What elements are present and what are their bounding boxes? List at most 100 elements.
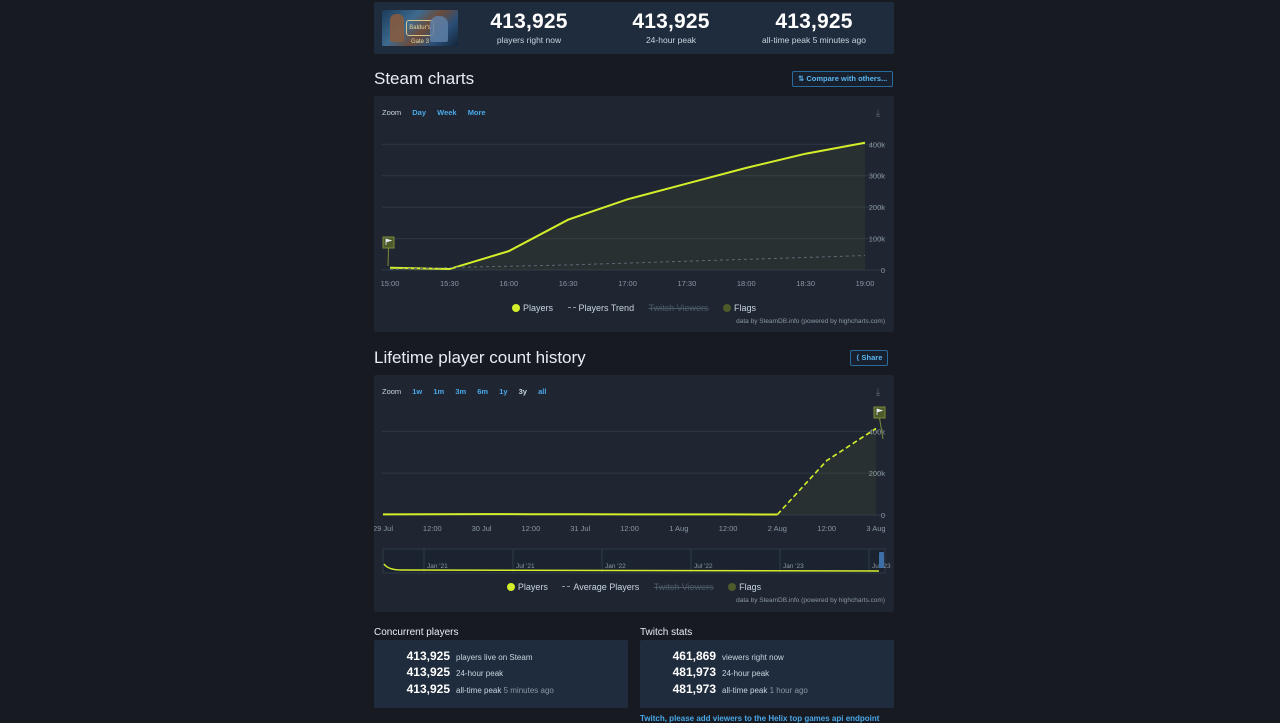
- twitch-value: 461,869: [666, 649, 716, 663]
- stat-players-now: 413,925 players right now: [459, 10, 599, 46]
- legend-players-trend[interactable]: Players Trend: [568, 303, 635, 313]
- twitch-label: viewers right now: [722, 653, 784, 662]
- x-tick-label: 15:00: [381, 279, 400, 288]
- legend-label: Players Trend: [579, 303, 635, 313]
- flag-connector: [388, 248, 389, 266]
- legend-label: Twitch Viewers: [654, 582, 714, 592]
- x-tick-label: 1 Aug: [669, 524, 688, 533]
- x-tick-label: 29 Jul: [374, 524, 393, 533]
- legend-flags[interactable]: Flags: [723, 303, 756, 313]
- lifetime-chart-legend: Players Average Players Twitch Viewers F…: [374, 582, 894, 592]
- legend-flags-swatch: [723, 304, 731, 312]
- y-tick-label: 0: [881, 511, 885, 520]
- x-tick-label: 18:00: [737, 279, 756, 288]
- x-tick-label: 17:00: [618, 279, 637, 288]
- x-tick-label: 12:00: [620, 524, 639, 533]
- concurrent-row: 413,925 all-time peak 5 minutes ago: [400, 682, 554, 698]
- concurrent-label: all-time peak: [456, 686, 501, 695]
- y-tick-label: 100k: [869, 235, 886, 244]
- concurrent-players-title: Concurrent players: [374, 627, 458, 638]
- x-tick-label: 18:30: [796, 279, 815, 288]
- lifetime-title: Lifetime player count history: [374, 348, 586, 368]
- flag-marker: [874, 407, 885, 418]
- thumbnail-figure-left: [390, 14, 404, 42]
- concurrent-label: players live on Steam: [456, 653, 532, 662]
- concurrent-value: 413,925: [400, 682, 450, 696]
- players-area: [383, 428, 876, 515]
- legend-players[interactable]: Players: [507, 582, 548, 592]
- navigator-label: Jul '22: [694, 563, 713, 570]
- chart-credits[interactable]: data by SteamDB.info (powered by highcha…: [736, 597, 885, 604]
- y-tick-label: 400k: [869, 140, 886, 149]
- twitch-value: 481,973: [666, 682, 716, 696]
- legend-players[interactable]: Players: [512, 303, 553, 313]
- stat-value: 413,925: [744, 10, 884, 34]
- legend-label: Players: [523, 303, 553, 313]
- thumbnail-figure-right: [430, 16, 448, 42]
- legend-players-swatch: [512, 304, 520, 312]
- legend-twitch-viewers[interactable]: Twitch Viewers: [649, 303, 709, 313]
- legend-trend-swatch: [568, 307, 576, 308]
- navigator-handle: [879, 552, 884, 568]
- legend-average-players[interactable]: Average Players: [562, 582, 639, 592]
- legend-label: Flags: [739, 582, 761, 592]
- legend-players-swatch: [507, 583, 515, 591]
- legend-flags[interactable]: Flags: [728, 582, 761, 592]
- concurrent-row: 413,925 players live on Steam: [400, 649, 532, 665]
- share-icon: ⟨: [856, 353, 859, 362]
- y-tick-label: 300k: [869, 172, 886, 181]
- x-tick-label: 30 Jul: [472, 524, 492, 533]
- steam-chart-legend: Players Players Trend Twitch Viewers Fla…: [374, 303, 894, 313]
- concurrent-label: 24-hour peak: [456, 669, 503, 678]
- share-button-label: Share: [862, 353, 883, 362]
- legend-twitch-viewers[interactable]: Twitch Viewers: [654, 582, 714, 592]
- stat-value: 413,925: [601, 10, 741, 34]
- x-tick-label: 12:00: [719, 524, 738, 533]
- legend-label: Average Players: [573, 582, 639, 592]
- navigator-label: Jan '22: [605, 563, 626, 570]
- navigator-label: Jan '23: [783, 563, 804, 570]
- stat-24h-peak: 413,925 24-hour peak: [601, 10, 741, 46]
- compare-icon: ⇅: [798, 74, 804, 83]
- steam-charts-title: Steam charts: [374, 69, 474, 89]
- concurrent-row: 413,925 24-hour peak: [400, 665, 503, 681]
- x-tick-label: 17:30: [677, 279, 696, 288]
- concurrent-time: 5 minutes ago: [504, 686, 554, 695]
- stat-value: 413,925: [459, 10, 599, 34]
- chart-credits[interactable]: data by SteamDB.info (powered by highcha…: [736, 318, 885, 325]
- x-tick-label: 15:30: [440, 279, 459, 288]
- legend-flags-swatch: [728, 583, 736, 591]
- concurrent-value: 413,925: [400, 665, 450, 679]
- share-button[interactable]: ⟨ Share: [850, 350, 888, 366]
- x-tick-label: 3 Aug: [866, 524, 885, 533]
- concurrent-value: 413,925: [400, 649, 450, 663]
- legend-label: Twitch Viewers: [649, 303, 709, 313]
- compare-button[interactable]: ⇅ Compare with others...: [792, 71, 893, 87]
- legend-label: Players: [518, 582, 548, 592]
- navigator-label: Jul '21: [516, 563, 535, 570]
- twitch-helix-link[interactable]: Twitch, please add viewers to the Helix …: [640, 714, 879, 723]
- x-tick-label: 2 Aug: [768, 524, 787, 533]
- twitch-label: all-time peak: [722, 686, 767, 695]
- navigator-label: Jan '21: [427, 563, 448, 570]
- stat-label: players right now: [459, 34, 599, 46]
- twitch-time: 1 hour ago: [770, 686, 808, 695]
- players-area: [390, 143, 865, 270]
- flag-marker: [383, 237, 394, 248]
- stat-label: 24-hour peak: [601, 34, 741, 46]
- x-tick-label: 16:30: [559, 279, 578, 288]
- stat-all-time-peak: 413,925 all-time peak 5 minutes ago: [744, 10, 884, 46]
- legend-label: Flags: [734, 303, 756, 313]
- twitch-stats-title: Twitch stats: [640, 627, 692, 638]
- concurrent-players-box: 413,925 players live on Steam 413,925 24-h…: [374, 640, 628, 708]
- game-thumbnail[interactable]: Baldur's Gate 3: [382, 10, 458, 46]
- y-tick-label: 0: [881, 266, 885, 275]
- twitch-label: 24-hour peak: [722, 669, 769, 678]
- twitch-row: 461,869 viewers right now: [666, 649, 784, 665]
